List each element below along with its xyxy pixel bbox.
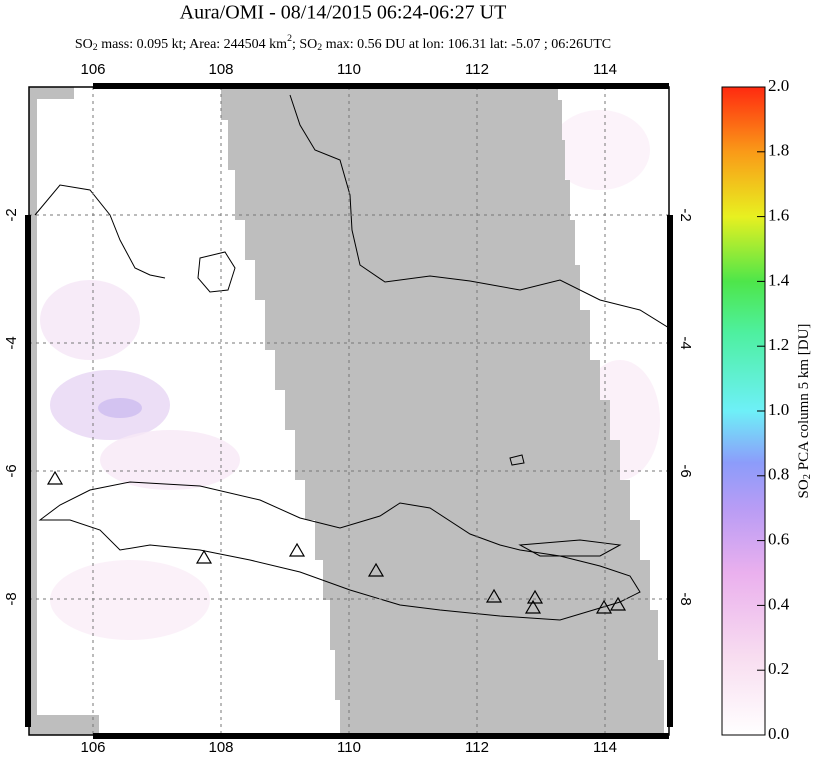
lat-label: -2 xyxy=(677,208,694,221)
frame-segment xyxy=(25,599,31,727)
frame-segment xyxy=(349,733,477,739)
frame-segment xyxy=(667,343,673,471)
orbit-gap xyxy=(221,87,664,735)
frame-segment xyxy=(605,83,669,89)
title: Aura/OMI - 08/14/2015 06:24-06:27 UT xyxy=(180,2,507,24)
subtitle: SO2 mass: 0.095 kt; Area: 244504 km2; SO… xyxy=(75,33,611,53)
frame-segment xyxy=(221,733,349,739)
colorbar-tick-label: 1.2 xyxy=(768,335,789,354)
coastlines xyxy=(34,94,669,621)
lon-label: 112 xyxy=(465,739,489,756)
colorbar-tick-label: 0.2 xyxy=(768,659,789,678)
colorbar-tick-label: 2.0 xyxy=(768,76,789,95)
colorbar-tick-label: 0.4 xyxy=(768,594,790,613)
text-part: 2 xyxy=(93,42,98,53)
lon-label: 108 xyxy=(208,739,233,756)
colorbar-tick-label: 1.0 xyxy=(768,400,789,419)
frame-segment xyxy=(221,83,349,89)
frame-segment xyxy=(349,83,477,89)
grid-lines xyxy=(29,87,669,735)
lon-label: 110 xyxy=(337,739,361,756)
frame-segment xyxy=(25,471,31,599)
lat-label: -6 xyxy=(677,464,694,477)
text-part: 2 xyxy=(317,42,322,53)
lon-label: 106 xyxy=(80,61,105,78)
text-part: PCA column 5 km [DU] xyxy=(796,324,812,474)
frame-segment xyxy=(93,83,221,89)
text-part: ; SO xyxy=(292,37,317,52)
frame-segment xyxy=(477,83,605,89)
lat-label: -8 xyxy=(677,592,694,605)
lon-label: 110 xyxy=(337,61,361,78)
frame-segment xyxy=(25,215,31,343)
lon-label: 112 xyxy=(465,61,489,78)
frame-segment xyxy=(667,215,673,343)
frame-segment xyxy=(667,471,673,599)
colorbar-tick-label: 0.6 xyxy=(768,530,789,549)
volcanoes xyxy=(46,470,627,614)
text-part: SO xyxy=(796,479,812,498)
frame-segment xyxy=(667,599,673,727)
text-part: 2 xyxy=(802,474,813,479)
colorbar-tick-label: 0.0 xyxy=(768,724,789,743)
colorbar-tick-label: 1.4 xyxy=(768,270,790,289)
lon-label: 114 xyxy=(593,739,617,756)
axis-labels: 106 106 108 108 110 110 112 112 114 114 -2 -2 -4 -4 -6… xyxy=(3,61,694,756)
colorbar-tick-label: 0.8 xyxy=(768,465,789,484)
lon-label: 108 xyxy=(208,61,233,78)
map-area xyxy=(29,87,669,735)
text-part: max: 0.56 DU at lon: 106.31 lat: -5.07 ;… xyxy=(322,37,611,52)
lat-label: -4 xyxy=(677,336,694,349)
lat-label: -8 xyxy=(3,592,20,605)
text-part: 2 xyxy=(287,33,292,44)
lat-label: -2 xyxy=(3,208,20,221)
lat-label: -4 xyxy=(3,336,20,349)
colorbar-label: SO2 PCA column 5 km [DU] xyxy=(796,324,813,499)
colorbar-tick-label: 1.6 xyxy=(768,206,789,225)
text-part: SO xyxy=(75,37,93,52)
frame-segment xyxy=(25,343,31,471)
lon-label: 106 xyxy=(80,739,105,756)
colorbar-tick-label: 1.8 xyxy=(768,141,789,160)
text-part: mass: 0.095 kt; Area: 244504 km xyxy=(98,37,287,52)
frame-ticks xyxy=(25,83,673,739)
lon-label: 114 xyxy=(593,61,617,78)
frame-segment xyxy=(477,733,605,739)
colorbar-ticks: 0.0 0.2 0.4 0.6 0.8 1.0 1.2 1.4 1.6 1.8 2.0 xyxy=(757,76,790,743)
frame-segment xyxy=(93,733,221,739)
lat-label: -6 xyxy=(3,464,20,477)
frame-segment xyxy=(605,733,669,739)
